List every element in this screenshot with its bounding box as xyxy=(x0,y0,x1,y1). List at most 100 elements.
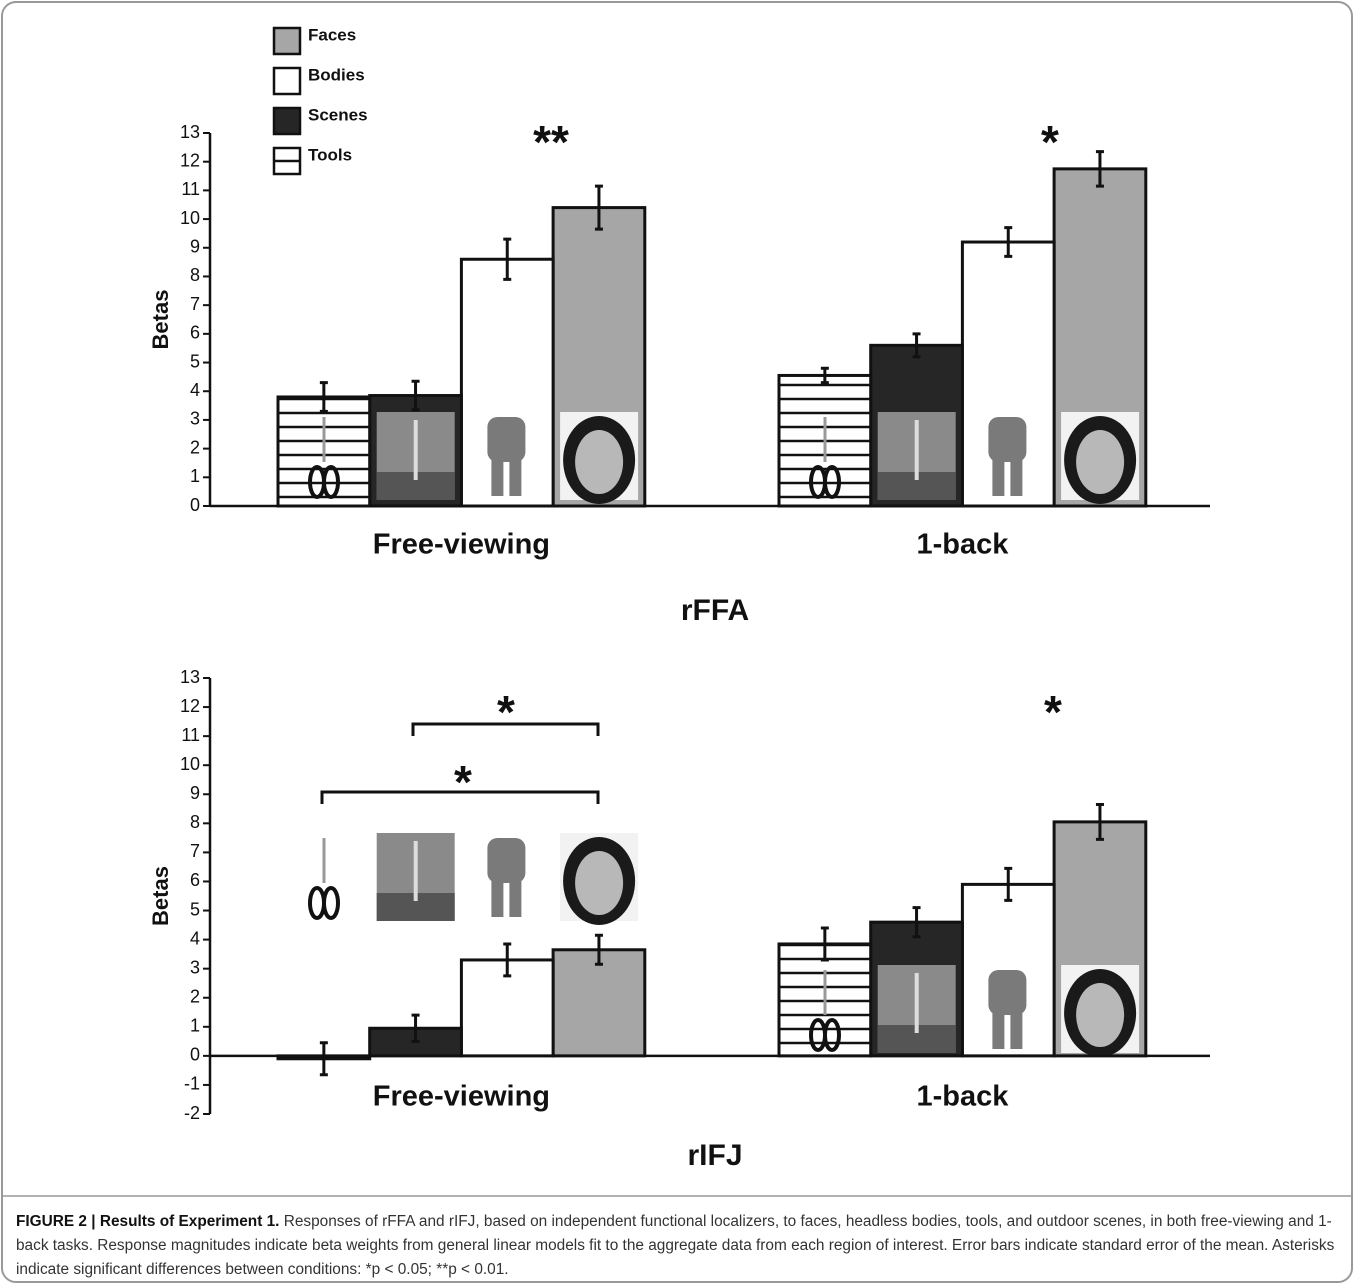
error-bar xyxy=(820,926,829,962)
bar xyxy=(960,240,1056,508)
y-tick-label: 12 xyxy=(180,150,200,170)
stimulus-image xyxy=(914,973,919,1033)
stimulus-image xyxy=(509,881,522,917)
stimulus-image xyxy=(823,465,841,499)
error-bar xyxy=(1004,226,1013,258)
bar xyxy=(459,257,555,508)
error-bar xyxy=(1095,802,1104,841)
error-bar xyxy=(594,933,603,966)
significance-bracket xyxy=(411,722,600,736)
significance-mark: * xyxy=(454,756,472,808)
y-tick-label: 10 xyxy=(180,754,200,774)
legend-label: Scenes xyxy=(308,105,368,124)
stimulus-image xyxy=(914,420,919,480)
y-tick-label: 2 xyxy=(190,986,200,1006)
stimulus-image xyxy=(322,886,340,920)
significance-mark: ** xyxy=(533,116,569,168)
chart-title: rIFJ xyxy=(687,1139,742,1172)
error-bar xyxy=(1095,150,1104,188)
y-tick-label: 4 xyxy=(190,380,200,400)
error-bar xyxy=(820,366,829,385)
y-tick-label: 1 xyxy=(190,1016,200,1036)
x-tick-label: Free-viewing xyxy=(373,529,550,561)
error-bar xyxy=(594,184,603,231)
y-tick-label: -2 xyxy=(184,1103,200,1123)
y-tick-label: 10 xyxy=(180,208,200,228)
error-bar xyxy=(503,237,512,281)
legend-swatch xyxy=(272,106,302,136)
stimulus-image xyxy=(1076,430,1125,494)
legend-label: Tools xyxy=(308,145,352,164)
y-tick-label: 3 xyxy=(190,409,200,429)
significance-mark: * xyxy=(1044,686,1062,738)
stimulus-image xyxy=(487,417,526,462)
y-tick-label: 1 xyxy=(190,466,200,486)
legend-label: Bodies xyxy=(308,65,365,84)
y-axis-title: Betas xyxy=(148,290,173,350)
error-bar xyxy=(411,379,420,412)
y-tick-label: 8 xyxy=(190,812,200,832)
error-bar xyxy=(319,381,328,413)
stimulus-image xyxy=(491,881,504,917)
stimulus-image xyxy=(509,460,522,496)
stimulus-image xyxy=(823,1018,841,1052)
y-tick-label: 2 xyxy=(190,437,200,457)
error-bar xyxy=(411,1013,420,1043)
error-bar xyxy=(912,906,921,939)
y-tick-label: 6 xyxy=(190,870,200,890)
y-tick-label: 6 xyxy=(190,323,200,343)
stimulus-image xyxy=(992,1013,1005,1049)
y-tick-label: 13 xyxy=(180,122,200,142)
stimulus-image xyxy=(308,886,326,920)
y-tick-label: 5 xyxy=(190,351,200,371)
y-tick-label: -1 xyxy=(184,1074,200,1094)
significance-mark: * xyxy=(497,686,515,738)
y-tick-label: 7 xyxy=(190,294,200,314)
stimulus-image xyxy=(491,460,504,496)
legend-label: Faces xyxy=(308,25,356,44)
caption-label: FIGURE 2 | Results of Experiment 1. xyxy=(16,1213,280,1230)
y-tick-label: 8 xyxy=(190,265,200,285)
significance-bracket xyxy=(320,790,600,804)
stimulus-image xyxy=(413,841,418,901)
y-tick-label: 11 xyxy=(181,179,200,199)
stimulus-image xyxy=(1010,1013,1023,1049)
stimulus-image xyxy=(413,420,418,480)
chart-title: rFFA xyxy=(681,594,749,627)
stimulus-image xyxy=(1010,460,1023,496)
x-tick-label: 1-back xyxy=(916,1081,1009,1113)
caption-text: Responses of rFFA and rIFJ, based on ind… xyxy=(16,1213,1335,1278)
legend-swatch xyxy=(272,66,302,96)
y-tick-label: 0 xyxy=(190,1045,200,1065)
legend-swatch xyxy=(272,146,302,176)
error-bar xyxy=(1004,866,1013,902)
y-tick-label: 4 xyxy=(190,928,200,948)
legend-swatch xyxy=(272,26,302,56)
x-tick-label: 1-back xyxy=(916,529,1009,561)
stimulus-image xyxy=(575,430,624,494)
x-tick-label: Free-viewing xyxy=(373,1081,550,1113)
y-tick-label: 0 xyxy=(190,495,200,515)
error-bar xyxy=(503,942,512,978)
stimulus-image xyxy=(988,970,1027,1015)
y-tick-label: 12 xyxy=(180,696,200,716)
stimulus-image xyxy=(992,460,1005,496)
y-tick-label: 5 xyxy=(190,899,200,919)
stimulus-image xyxy=(322,465,340,499)
y-tick-label: 11 xyxy=(181,725,200,745)
y-axis-title: Betas xyxy=(148,866,173,926)
stimulus-image xyxy=(575,851,624,915)
stimulus-image xyxy=(988,417,1027,462)
error-bar xyxy=(912,332,921,359)
stimulus-image xyxy=(1076,983,1125,1047)
y-tick-label: 9 xyxy=(190,783,200,803)
y-tick-label: 7 xyxy=(190,841,200,861)
stimulus-image xyxy=(487,838,526,883)
y-tick-label: 9 xyxy=(190,237,200,257)
error-bar xyxy=(319,1041,328,1077)
y-tick-label: 3 xyxy=(190,957,200,977)
significance-mark: * xyxy=(1041,116,1059,168)
